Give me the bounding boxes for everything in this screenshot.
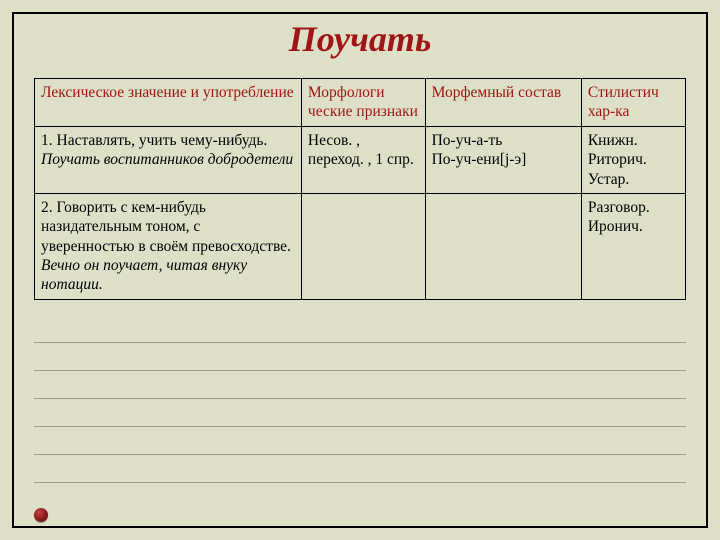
col-header-stylistic: Стилистич хар-ка: [581, 79, 685, 127]
rule-line: [34, 454, 686, 482]
rule-line: [34, 398, 686, 426]
cell-lexical: 1. Наставлять, учить чему-нибудь. Поучат…: [35, 126, 302, 193]
cell-stylistic: Разговор. Иронич.: [581, 193, 685, 299]
col-header-lexical: Лексическое значение и употребление: [35, 79, 302, 127]
col-header-morphemic: Морфемный состав: [425, 79, 581, 127]
rule-line: [34, 482, 686, 510]
stylistic-line: Устар.: [588, 170, 679, 189]
stylistic-line: Разговор.: [588, 198, 679, 217]
cell-lexical: 2. Говорить с кем-нибудь назидательным т…: [35, 193, 302, 299]
cell-stylistic: Книжн. Риторич. Устар.: [581, 126, 685, 193]
cell-morph: Несов. , переход. , 1 спр.: [301, 126, 425, 193]
rule-line: [34, 342, 686, 370]
stylistic-line: Иронич.: [588, 217, 679, 236]
stylistic-line: Книжн.: [588, 131, 679, 150]
ruled-lines: [34, 342, 686, 502]
lexical-text: 2. Говорить с кем-нибудь назидательным т…: [41, 199, 291, 255]
table-row: 2. Говорить с кем-нибудь назидательным т…: [35, 193, 686, 299]
lexical-example: Поучать воспитанников добродетели: [41, 151, 293, 168]
lexical-text: 1. Наставлять, учить чему-нибудь.: [41, 132, 267, 149]
bullet-icon: [34, 508, 48, 522]
morphemic-line: По-уч-а-ть: [432, 131, 575, 150]
cell-morphemic: [425, 193, 581, 299]
stylistic-line: Риторич.: [588, 150, 679, 169]
col-header-morph: Морфологи ческие признаки: [301, 79, 425, 127]
page-title: Поучать: [34, 18, 686, 60]
rule-line: [34, 426, 686, 454]
table-row: 1. Наставлять, учить чему-нибудь. Поучат…: [35, 126, 686, 193]
cell-morphemic: По-уч-а-ть По-уч-ени[j-э]: [425, 126, 581, 193]
morphemic-line: По-уч-ени[j-э]: [432, 150, 575, 169]
cell-morph: [301, 193, 425, 299]
rule-line: [34, 370, 686, 398]
table-header-row: Лексическое значение и употребление Морф…: [35, 79, 686, 127]
lexical-example: Вечно он поучает, читая внуку нотации.: [41, 257, 247, 293]
linguistic-table: Лексическое значение и употребление Морф…: [34, 78, 686, 300]
